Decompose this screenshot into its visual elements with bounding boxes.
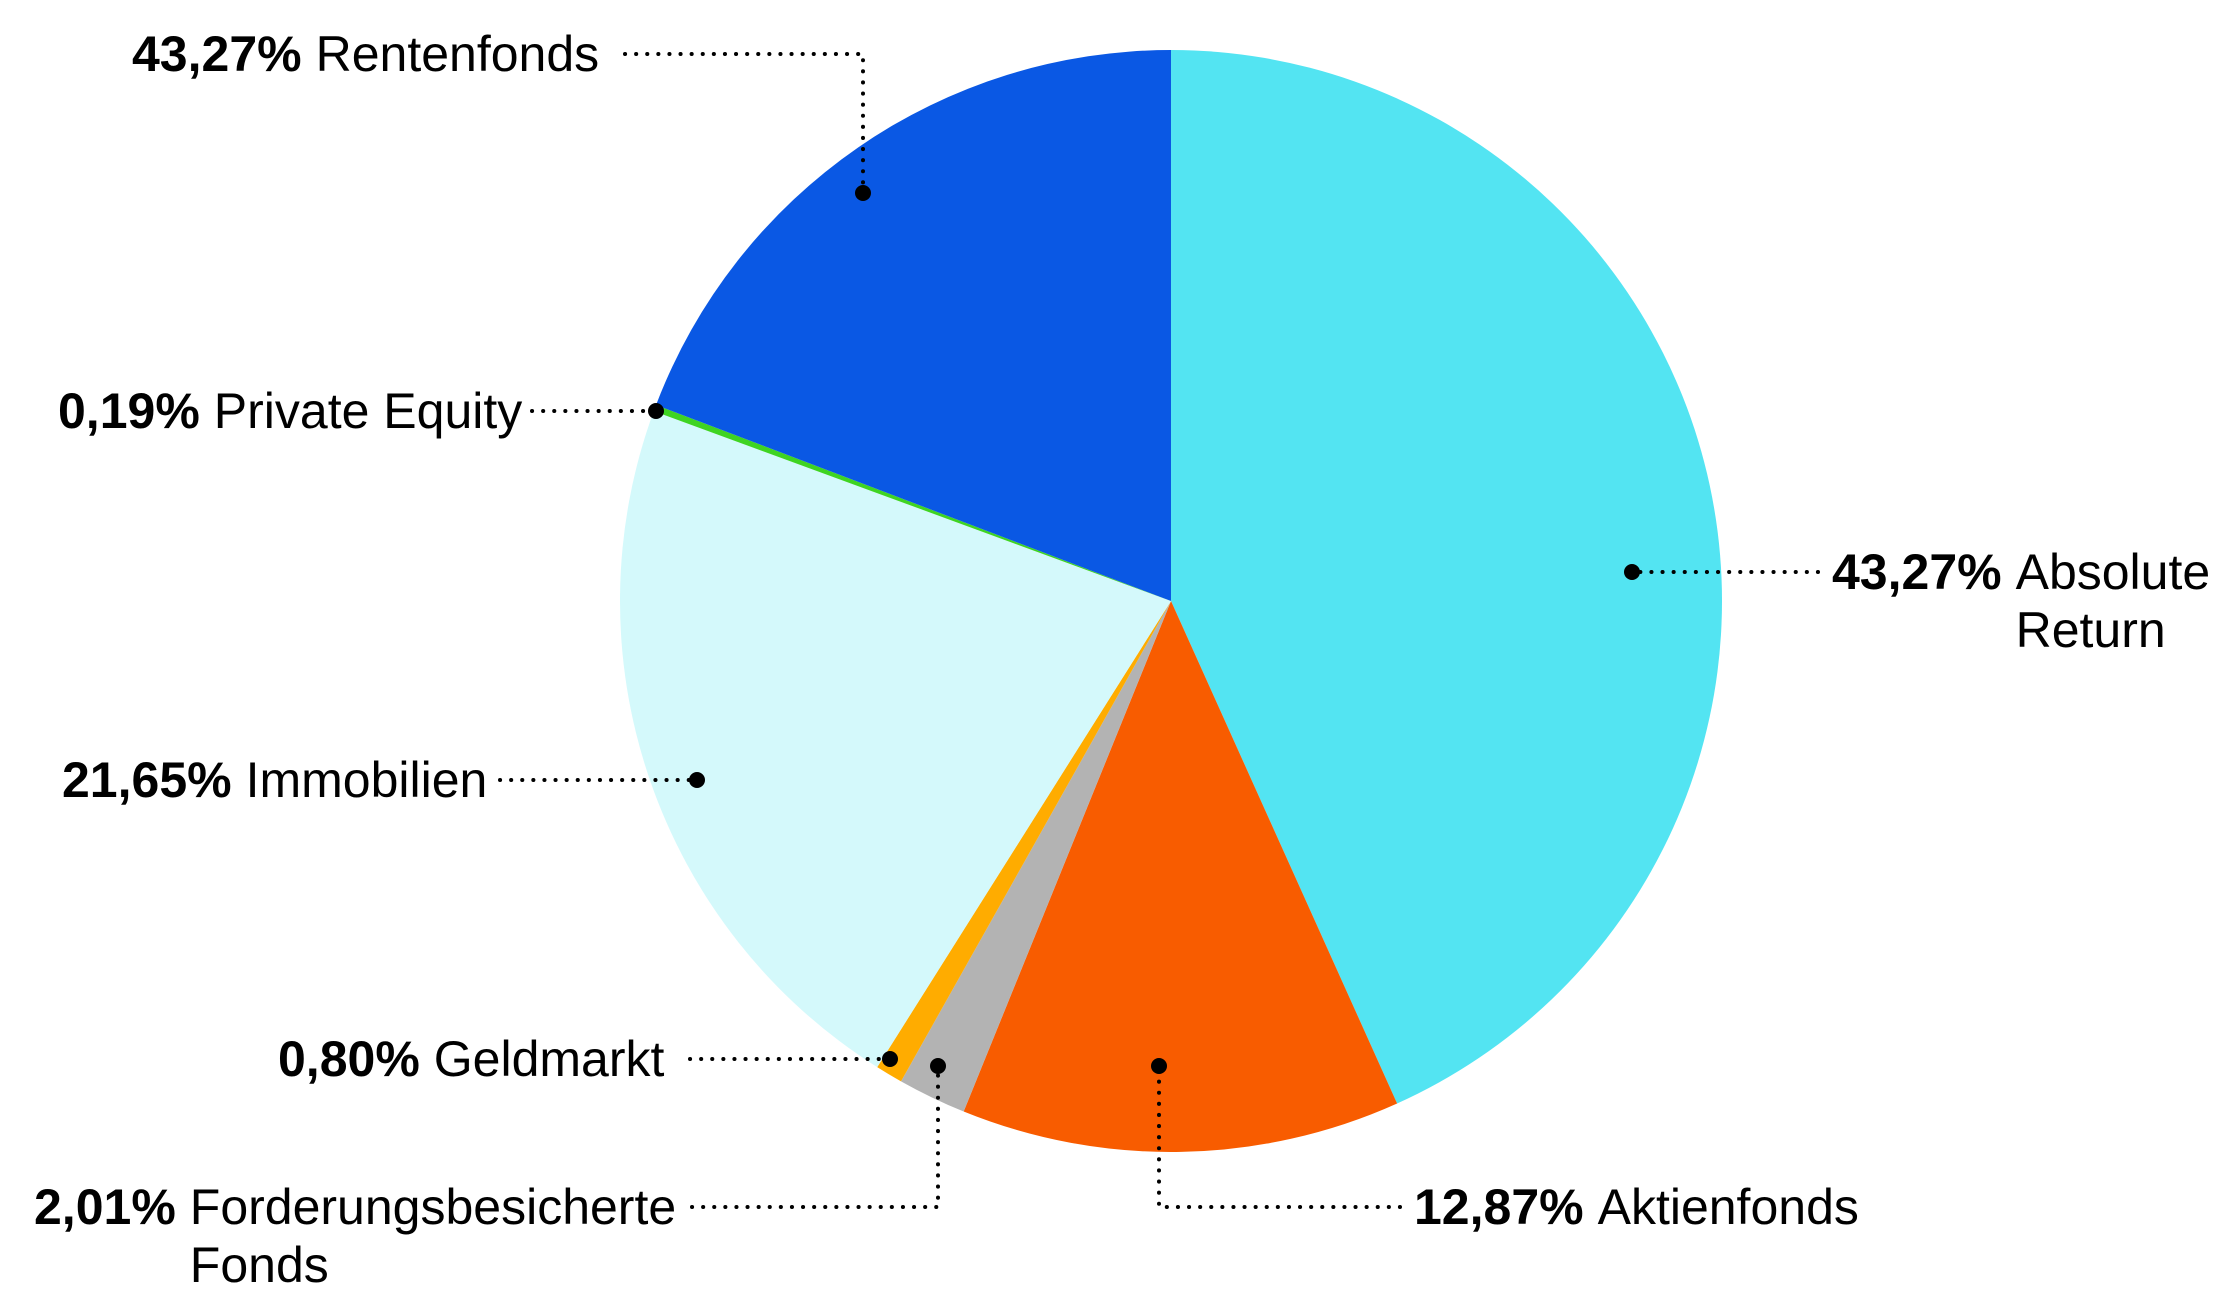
leader-dot-absolute-return xyxy=(1624,564,1640,580)
label-forderungsbesicherte-fonds: 2,01% Forderungsbesicherte Fonds xyxy=(34,1178,690,1292)
label-immobilien-percent: 21,65% xyxy=(62,752,232,808)
label-forderungsbesicherte-fonds-percent: 2,01% xyxy=(34,1179,176,1235)
leader-dot-private-equity xyxy=(648,403,664,419)
label-geldmarkt-percent: 0,80% xyxy=(278,1031,420,1087)
label-geldmarkt: 0,80% Geldmarkt xyxy=(278,1030,664,1088)
leader-dot-forderungsbesicherte-fonds xyxy=(930,1058,946,1074)
leader-line-aktienfonds xyxy=(1157,1064,1402,1209)
label-immobilien: 21,65% Immobilien xyxy=(62,751,487,809)
label-rentenfonds-percent: 43,27% xyxy=(132,26,302,82)
label-absolute-return: 43,27% Absolute Return xyxy=(1832,543,2213,659)
leader-line-rentenfonds xyxy=(623,52,865,195)
label-private-equity-name: Private Equity xyxy=(213,383,523,439)
label-private-equity-percent: 0,19% xyxy=(58,383,200,439)
leader-dot-aktienfonds xyxy=(1151,1058,1167,1074)
label-rentenfonds: 43,27% Rentenfonds xyxy=(132,25,599,83)
label-geldmarkt-name: Geldmarkt xyxy=(433,1031,665,1087)
label-rentenfonds-name: Rentenfonds xyxy=(315,26,600,82)
pie-slice-rentenfonds xyxy=(656,50,1171,601)
leader-line-forderungsbesicherte-fonds xyxy=(690,1064,940,1209)
leader-dot-immobilien xyxy=(689,772,705,788)
label-forderungsbesicherte-fonds-name: Forderungsbesicherte Fonds xyxy=(189,1179,677,1292)
label-aktienfonds-name: Aktienfonds xyxy=(1597,1179,1859,1235)
pie-slice-absolute-return xyxy=(1171,49,1723,1104)
label-private-equity: 0,19% Private Equity xyxy=(58,382,522,440)
label-aktienfonds-percent: 12,87% xyxy=(1414,1179,1584,1235)
pie-slice-private-equity xyxy=(653,404,1171,601)
label-absolute-return-percent: 43,27% xyxy=(1832,544,2002,600)
pie-slice-geldmarkt xyxy=(877,601,1171,1082)
label-absolute-return-name: Absolute Return xyxy=(2015,544,2211,658)
leader-dot-geldmarkt xyxy=(882,1051,898,1067)
label-immobilien-name: Immobilien xyxy=(245,752,488,808)
pie-slice-immobilien xyxy=(620,411,1171,1068)
pie-slice-aktienfonds xyxy=(963,601,1398,1152)
pie-slice-forderungsbesicherte-fonds xyxy=(901,601,1171,1112)
leader-dot-rentenfonds xyxy=(855,185,871,201)
label-aktienfonds: 12,87% Aktienfonds xyxy=(1414,1178,1859,1236)
